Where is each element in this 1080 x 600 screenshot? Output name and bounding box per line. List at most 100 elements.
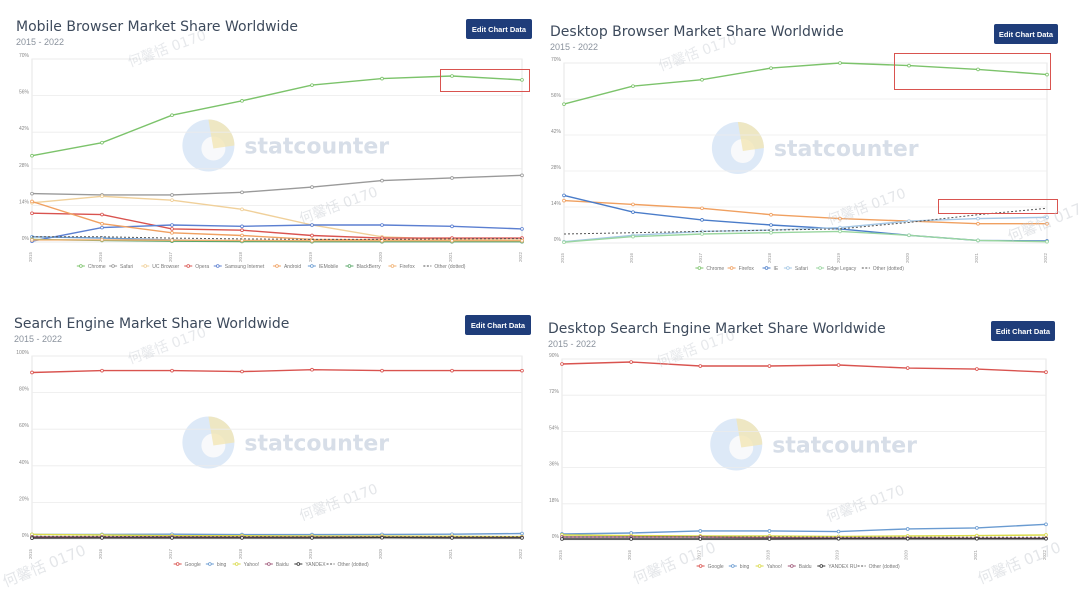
legend-label: Chrome [706, 266, 724, 272]
data-point [240, 207, 244, 212]
data-point [240, 238, 244, 243]
legend-item: Edge Legacy [816, 266, 857, 272]
data-point [30, 191, 34, 196]
legend-label: Other (dotted) [869, 564, 900, 570]
legend-label: Google [185, 562, 201, 568]
edit-chart-data-button[interactable]: Edit Chart Data [465, 315, 531, 335]
watermark-text: 何馨恬 0170 [656, 32, 739, 75]
y-tick-label: 100% [16, 350, 29, 356]
data-point [976, 221, 980, 226]
data-point [1045, 239, 1049, 244]
statcounter-logo [710, 418, 763, 471]
logo-wedge [208, 119, 235, 149]
chart-panel-desktop-search-engine: Desktop Search Engine Market Share World… [542, 305, 1070, 580]
data-point [836, 529, 841, 534]
edit-chart-data-button[interactable]: Edit Chart Data [994, 24, 1058, 44]
legend-marker [757, 564, 762, 568]
statcounter-logo [711, 122, 764, 174]
x-tick-label: 2019 [308, 549, 313, 560]
chart-search-engine: statcounter 0% 20% 40% 60% 80% 100% 2015 2016 201… [16, 325, 524, 568]
data-point [629, 360, 633, 364]
data-point [767, 529, 772, 533]
chart-title: Desktop Browser Market Share Worldwide [550, 24, 844, 40]
legend-marker [234, 562, 239, 566]
series-line [563, 207, 1048, 235]
data-point [700, 232, 704, 236]
legend-label: Edge Legacy [827, 266, 857, 272]
legend-item: Yahoo! [755, 564, 782, 570]
legend-item: YANDEX RU [817, 564, 857, 570]
data-point [100, 368, 104, 373]
y-tick-label: 90% [549, 353, 560, 359]
data-point [562, 102, 566, 106]
legend-item: Safari [109, 264, 133, 270]
data-point [170, 238, 174, 242]
y-tick-label: 14% [551, 201, 562, 207]
watermark-text: 何馨恬 0170 [655, 328, 738, 371]
data-point [975, 526, 979, 530]
x-tick-label: 2018 [765, 550, 770, 561]
legend-marker [79, 264, 83, 268]
legend-label: Yahoo! [767, 564, 782, 570]
legend-marker [390, 264, 395, 268]
x-tick-label: 2022 [518, 252, 523, 263]
watermark-text: 何馨恬 0170 [297, 184, 380, 227]
chart-panel-mobile-browser: Mobile Browser Market Share Worldwide 20… [10, 10, 538, 280]
legend-marker [731, 564, 735, 568]
x-tick-label: 2016 [627, 550, 632, 561]
y-tick-label: 56% [19, 90, 30, 96]
legend-marker [296, 562, 301, 566]
y-tick-label: 28% [551, 165, 562, 171]
data-point [1045, 221, 1049, 226]
data-point [631, 210, 635, 214]
legend-label: Google [708, 564, 724, 570]
data-point [450, 368, 454, 373]
data-point [1044, 370, 1048, 374]
legend-marker [729, 266, 734, 270]
legend-marker [818, 266, 822, 270]
x-tick-label: 2022 [1043, 253, 1048, 264]
data-point [1044, 536, 1048, 541]
chart-title: Mobile Browser Market Share Worldwide [16, 19, 298, 35]
legend-marker [267, 562, 271, 566]
legend-item: Chrome [76, 264, 106, 270]
legend-marker [819, 564, 824, 568]
legend-marker [186, 264, 191, 268]
chart-panel-search-engine: Search Engine Market Share Worldwide 201… [10, 305, 538, 580]
legend-item: bing [205, 562, 227, 568]
series-line [561, 361, 1047, 373]
legend-label: Safari [795, 266, 808, 272]
data-point [976, 238, 980, 243]
legend-item: IE [762, 266, 779, 272]
legend-item: Other (dotted) [326, 562, 369, 568]
data-point [100, 140, 104, 145]
series-line [31, 212, 522, 239]
x-tick-label: 2017 [696, 550, 701, 561]
edit-chart-data-button[interactable]: Edit Chart Data [466, 19, 532, 39]
data-point [905, 527, 910, 531]
data-point [769, 212, 773, 217]
data-point [629, 537, 633, 541]
legend-label: Android [284, 264, 301, 270]
data-point [560, 537, 564, 541]
data-point [450, 176, 454, 180]
legend-item: Samsung Internet [213, 264, 265, 270]
data-point [310, 233, 314, 238]
statcounter-wordmark: statcounter [244, 135, 389, 160]
highlight-box [938, 199, 1058, 214]
edit-chart-data-button[interactable]: Edit Chart Data [991, 321, 1055, 341]
chart-subtitle: 2015 - 2022 [550, 42, 599, 52]
series-line [31, 174, 523, 196]
data-point [100, 221, 104, 226]
x-tick-label: 2018 [238, 252, 243, 263]
legend-item: Firefox [727, 266, 754, 272]
data-point [100, 212, 104, 217]
series-line [561, 523, 1047, 535]
legend-marker [215, 264, 220, 268]
data-point [631, 234, 635, 239]
legend-item: Firefox [388, 264, 415, 270]
data-point [1044, 522, 1048, 527]
data-point [1045, 72, 1049, 77]
data-point [310, 185, 314, 189]
data-point [907, 63, 911, 68]
